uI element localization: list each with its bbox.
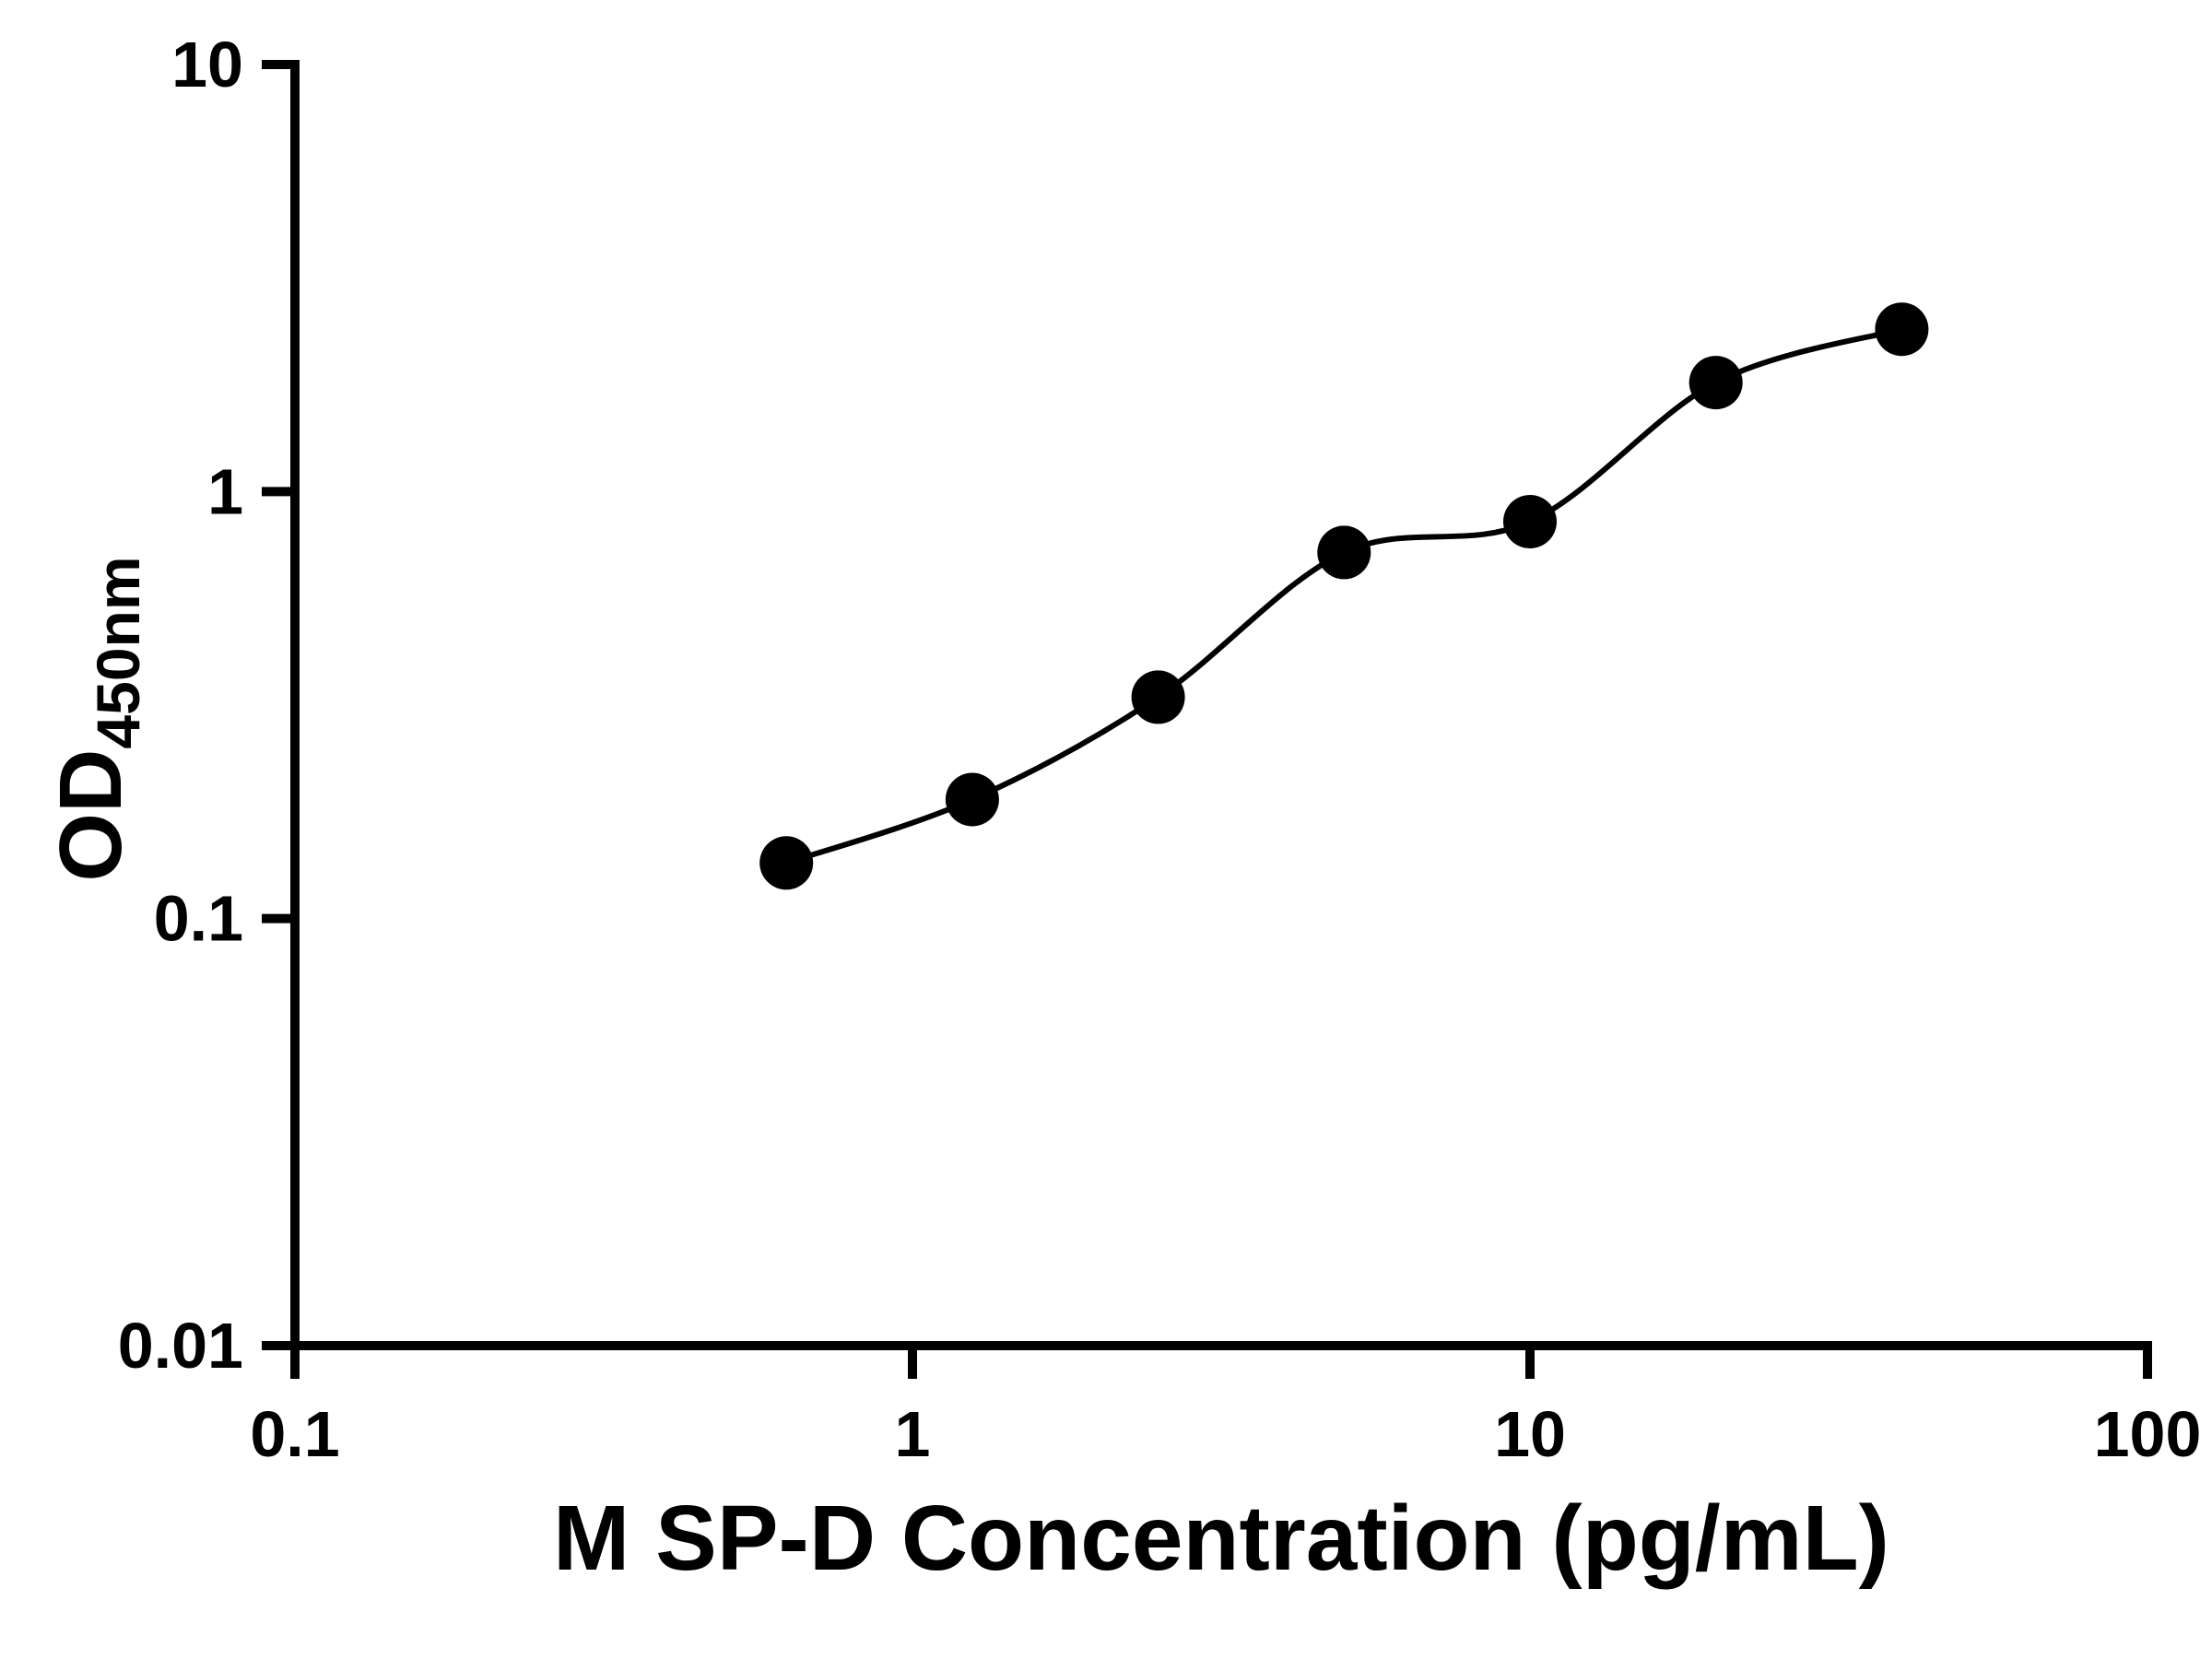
x-tick-label: 10 (1494, 1398, 1566, 1470)
data-point (1131, 670, 1185, 724)
y-axis-title-subscript: 450nm (84, 556, 152, 749)
data-point (1688, 356, 1743, 410)
y-axis-title: OD450nm (41, 556, 153, 881)
data-point (1875, 302, 1929, 357)
data-point (759, 836, 814, 890)
y-tick-label: 1 (207, 455, 243, 527)
data-point (945, 772, 999, 827)
x-tick-label: 1 (895, 1398, 931, 1470)
data-point (1317, 525, 1371, 580)
y-axis-title-main: OD (41, 748, 140, 882)
x-tick-label: 100 (2094, 1398, 2202, 1470)
axes-spines (290, 60, 2152, 1350)
y-tick-label: 10 (171, 29, 243, 100)
y-tick-label: 0.01 (118, 1310, 243, 1382)
y-tick-label: 0.1 (154, 883, 243, 955)
x-tick-label: 0.1 (250, 1398, 339, 1470)
data-point (1503, 495, 1557, 548)
x-axis-title: M SP-D Concentration (pg/mL) (553, 1487, 1889, 1590)
